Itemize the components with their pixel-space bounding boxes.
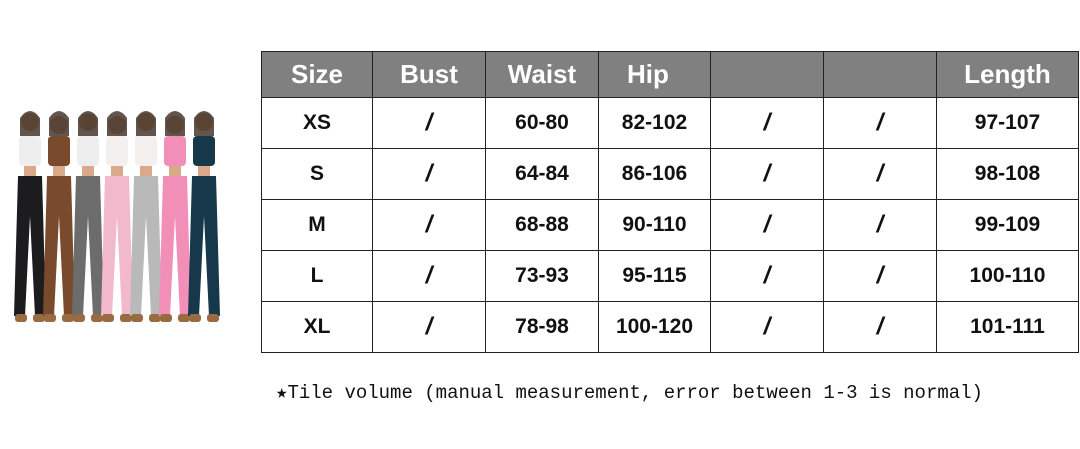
column-header: Bust	[372, 51, 486, 98]
model-figure	[130, 111, 162, 322]
table-cell: /	[823, 250, 937, 302]
table-row: L/73-93 95-115//100-110	[261, 250, 1079, 302]
table-cell: /	[823, 199, 937, 251]
model-figure	[72, 111, 104, 322]
column-header	[710, 51, 824, 98]
product-model-photo	[14, 111, 220, 322]
table-row: XS/60-80 82-102//97-107	[261, 97, 1079, 149]
table-cell: 86-106	[598, 148, 711, 200]
table-cell: 101-111	[936, 301, 1079, 353]
table-cell: /	[372, 301, 486, 353]
table-cell: /	[372, 199, 486, 251]
table-cell: 82-102	[598, 97, 711, 149]
model-figure	[43, 111, 75, 322]
table-cell: /	[710, 97, 824, 149]
table-cell: /	[710, 148, 824, 200]
table-cell: /	[372, 97, 486, 149]
model-figure	[188, 111, 220, 322]
table-cell: 68-88	[485, 199, 599, 251]
column-header: Length	[936, 51, 1079, 98]
table-cell: 90-110	[598, 199, 711, 251]
table-cell: /	[710, 199, 824, 251]
table-cell: /	[372, 250, 486, 302]
table-cell: L	[261, 250, 373, 302]
table-cell: 100-110	[936, 250, 1079, 302]
table-cell: M	[261, 199, 373, 251]
column-header: Size	[261, 51, 373, 98]
model-figure	[14, 111, 46, 322]
table-cell: 78-98	[485, 301, 599, 353]
table-cell: XS	[261, 97, 373, 149]
column-header: Waist	[485, 51, 599, 98]
table-row: S/64-84 86-106//98-108	[261, 148, 1079, 200]
table-cell: /	[823, 148, 937, 200]
table-row: XL/78-98 100-120//101-111	[261, 301, 1079, 353]
table-cell: 64-84	[485, 148, 599, 200]
table-cell: 100-120	[598, 301, 711, 353]
model-figure	[159, 111, 191, 322]
table-cell: 73-93	[485, 250, 599, 302]
column-header	[823, 51, 937, 98]
table-cell: /	[372, 148, 486, 200]
size-chart-table: Size Bust Waist Hip Length XS/60-80 82-102//9…	[261, 51, 1079, 353]
table-header-row: Size Bust Waist Hip Length	[261, 51, 1079, 98]
column-header: Hip	[598, 51, 711, 98]
table-cell: /	[710, 301, 824, 353]
table-cell: 98-108	[936, 148, 1079, 200]
table-cell: /	[823, 97, 937, 149]
table-cell: 99-109	[936, 199, 1079, 251]
table-cell: /	[823, 301, 937, 353]
table-cell: 95-115	[598, 250, 711, 302]
table-row: M/68-88 90-110//99-109	[261, 199, 1079, 251]
measurement-note: ★Tile volume (manual measurement, error …	[276, 382, 983, 404]
table-cell: /	[710, 250, 824, 302]
table-cell: 60-80	[485, 97, 599, 149]
table-cell: XL	[261, 301, 373, 353]
table-cell: S	[261, 148, 373, 200]
table-cell: 97-107	[936, 97, 1079, 149]
model-figure	[101, 111, 133, 322]
